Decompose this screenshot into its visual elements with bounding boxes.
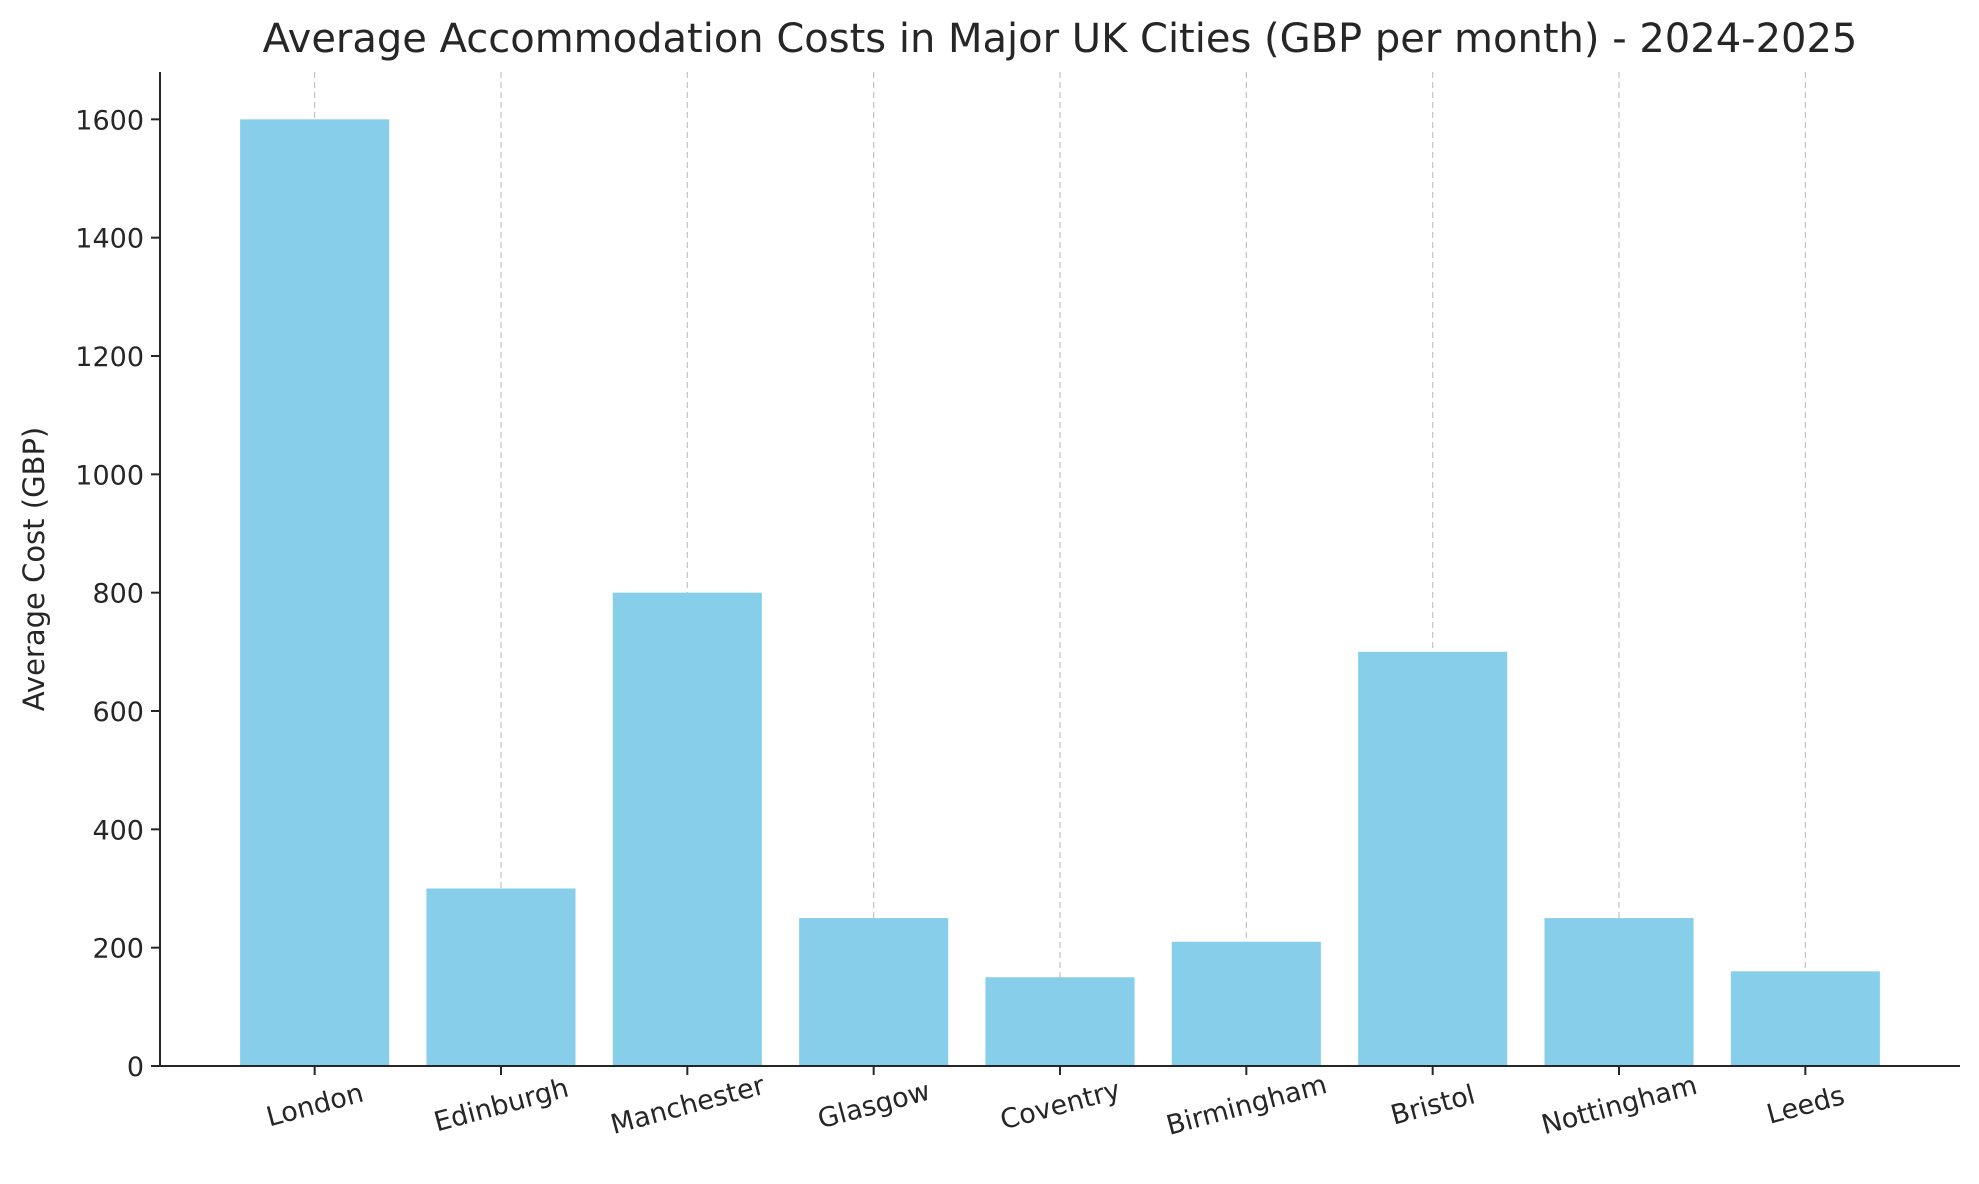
y-tick-label: 1200 [75,342,144,373]
y-axis-label: Average Cost (GBP) [17,427,51,711]
x-tick-label: Bristol [1388,1079,1479,1131]
bar-coventry [985,977,1135,1066]
x-tick-label: Coventry [997,1075,1124,1137]
bar-birmingham [1171,941,1321,1066]
y-tick-label: 800 [92,579,144,610]
x-tick-label: Manchester [607,1070,768,1141]
bar-bristol [1358,651,1508,1066]
y-tick-label: 0 [127,1052,144,1083]
y-tick-label: 200 [92,934,144,965]
y-tick-label: 1600 [75,105,144,136]
y-tick-label: 600 [92,697,144,728]
y-tick-label: 1000 [75,460,144,491]
chart-title: Average Accommodation Costs in Major UK … [263,16,1858,62]
x-tick-label: London [263,1078,367,1134]
bar-glasgow [799,918,949,1066]
bar-edinburgh [426,888,576,1066]
x-tick-label: Nottingham [1538,1070,1700,1141]
x-tick-label: Leeds [1764,1080,1848,1130]
y-tick-label: 1400 [75,224,144,255]
x-tick-label: Birmingham [1163,1069,1330,1142]
x-tick-label: Glasgow [815,1076,934,1136]
bar-nottingham [1544,918,1694,1066]
x-tick-label: Edinburgh [431,1073,572,1139]
bar-manchester [612,592,762,1066]
bar-london [240,119,390,1067]
y-tick-label: 400 [92,815,144,846]
bar-leeds [1730,971,1880,1066]
